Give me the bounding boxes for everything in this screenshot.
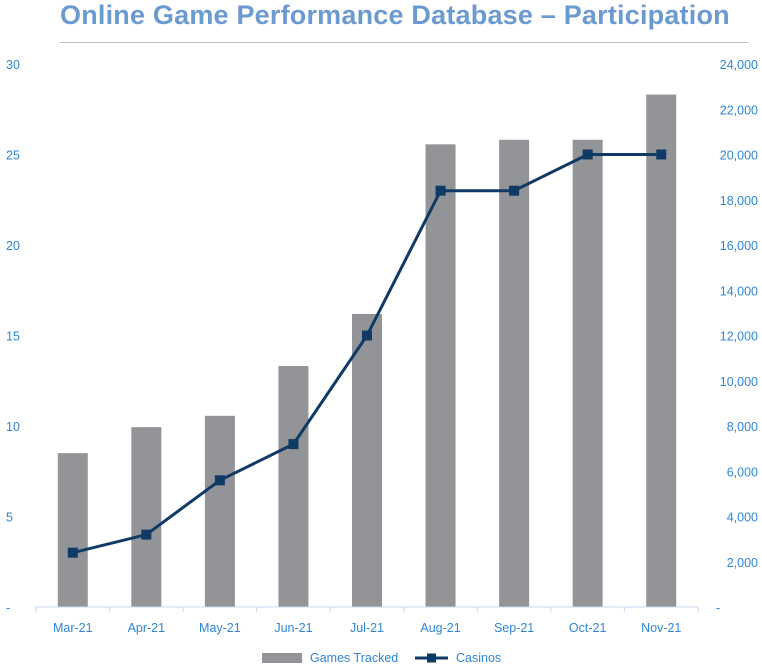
x-tick-label: Nov-21 xyxy=(641,621,681,635)
x-tick-label: Sep-21 xyxy=(494,621,534,635)
right-tick-label: 14,000 xyxy=(720,284,758,298)
bar-may-21 xyxy=(204,415,235,607)
casinos-marker-mar-21 xyxy=(67,547,78,558)
casinos-marker-jul-21 xyxy=(362,330,372,341)
legend-label-games-tracked: Games Tracked xyxy=(310,651,398,665)
bar-nov-21 xyxy=(646,94,677,607)
left-tick-label: 25 xyxy=(6,149,20,163)
right-tick-label: 12,000 xyxy=(720,330,758,344)
right-tick-label: 4,000 xyxy=(727,511,758,525)
right-axis-ticks: - 2,000 4,000 6,000 8,000 10,000 12,000 14,000 1… xyxy=(716,58,758,615)
legend: Games Tracked Casinos xyxy=(262,651,501,665)
bar-apr-21 xyxy=(131,427,162,607)
line-series-casinos xyxy=(67,149,667,558)
left-tick-label: 5 xyxy=(6,511,13,525)
left-tick-label: - xyxy=(6,601,10,615)
left-tick-label: 15 xyxy=(6,330,20,344)
right-tick-label: 18,000 xyxy=(720,194,758,208)
right-tick-label: 10,000 xyxy=(720,375,758,389)
title-divider xyxy=(60,42,748,43)
casinos-marker-nov-21 xyxy=(656,149,667,160)
casinos-marker-aug-21 xyxy=(435,185,446,196)
casinos-marker-may-21 xyxy=(214,475,225,486)
x-tick-label: Mar-21 xyxy=(53,621,93,635)
right-tick-label: 16,000 xyxy=(720,239,758,253)
bar-oct-21 xyxy=(572,139,603,607)
legend-swatch-games-tracked xyxy=(262,653,302,663)
chart-title: Online Game Performance Database – Parti… xyxy=(60,0,730,30)
right-tick-label: 20,000 xyxy=(720,149,758,163)
x-tick-label: Oct-21 xyxy=(569,621,607,635)
bar-sep-21 xyxy=(499,139,530,607)
x-axis-ticks: Mar-21 Apr-21 May-21 Jun-21 Jul-21 Aug-21 Sep-… xyxy=(53,621,681,635)
right-tick-label: 22,000 xyxy=(720,103,758,117)
bar-aug-21 xyxy=(425,144,456,607)
right-tick-label: 24,000 xyxy=(720,58,758,72)
bar-mar-21 xyxy=(57,453,88,607)
casinos-marker-apr-21 xyxy=(141,529,152,540)
bar-jul-21 xyxy=(352,314,382,607)
x-axis-baseline xyxy=(35,606,699,612)
left-tick-label: 20 xyxy=(6,239,20,253)
bar-series-games-tracked xyxy=(57,94,677,607)
x-tick-label: Apr-21 xyxy=(128,621,166,635)
legend-label-casinos: Casinos xyxy=(456,651,501,665)
bar-jun-21 xyxy=(278,366,309,607)
left-tick-label: 10 xyxy=(6,420,20,434)
right-tick-label: 8,000 xyxy=(727,420,758,434)
x-tick-label: Jun-21 xyxy=(274,621,312,635)
casinos-marker-jun-21 xyxy=(288,439,299,450)
right-tick-label: - xyxy=(716,601,720,615)
left-tick-label: 30 xyxy=(6,58,20,72)
x-tick-label: Aug-21 xyxy=(420,621,460,635)
left-axis-ticks: - 5 10 15 20 25 30 xyxy=(6,58,20,615)
casinos-marker-oct-21 xyxy=(582,149,593,160)
casinos-marker-sep-21 xyxy=(509,185,520,196)
x-tick-label: Jul-21 xyxy=(350,621,384,635)
right-tick-label: 6,000 xyxy=(727,465,758,479)
right-tick-label: 2,000 xyxy=(727,556,758,570)
x-tick-label: May-21 xyxy=(199,621,241,635)
legend-swatch-casinos-marker xyxy=(427,653,436,663)
